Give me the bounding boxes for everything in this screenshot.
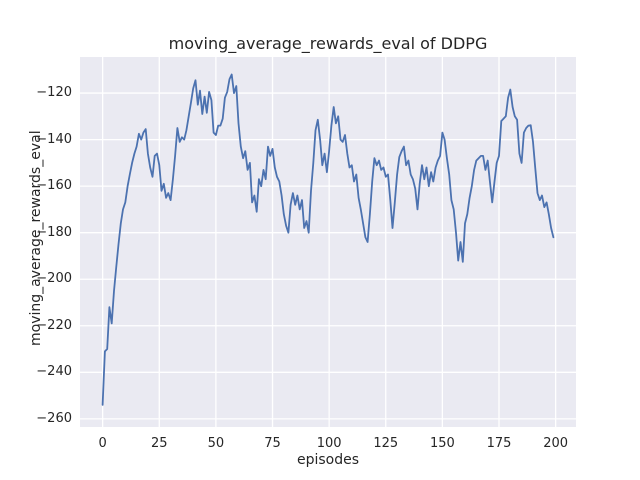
x-tick-label: 150 (429, 436, 455, 451)
x-tick-label: 175 (486, 436, 512, 451)
y-tick-label: −200 (36, 271, 72, 287)
x-tick-label: 75 (264, 436, 281, 451)
data-line-moving_average_rewards_eval (101, 73, 555, 406)
y-tick-label: −220 (36, 317, 72, 333)
x-tick-label: 100 (316, 436, 342, 451)
y-tick-label: −260 (36, 410, 72, 426)
y-tick-label: −180 (36, 224, 72, 240)
x-tick-label: 0 (98, 436, 107, 451)
y-tick-label: −120 (36, 85, 72, 101)
x-tick-label: 25 (150, 436, 168, 451)
x-tick-label: 50 (207, 436, 225, 451)
x-tick-label: 125 (373, 436, 399, 451)
plot-background (80, 57, 576, 427)
y-tick-label: −240 (36, 364, 72, 380)
x-axis-label: episodes (296, 452, 360, 468)
y-tick-label: −140 (36, 131, 72, 147)
y-tick-label: −160 (36, 178, 72, 194)
chart-title: moving_average_rewards_eval of DDPG (168, 34, 488, 53)
x-tick-label: 200 (543, 436, 569, 451)
